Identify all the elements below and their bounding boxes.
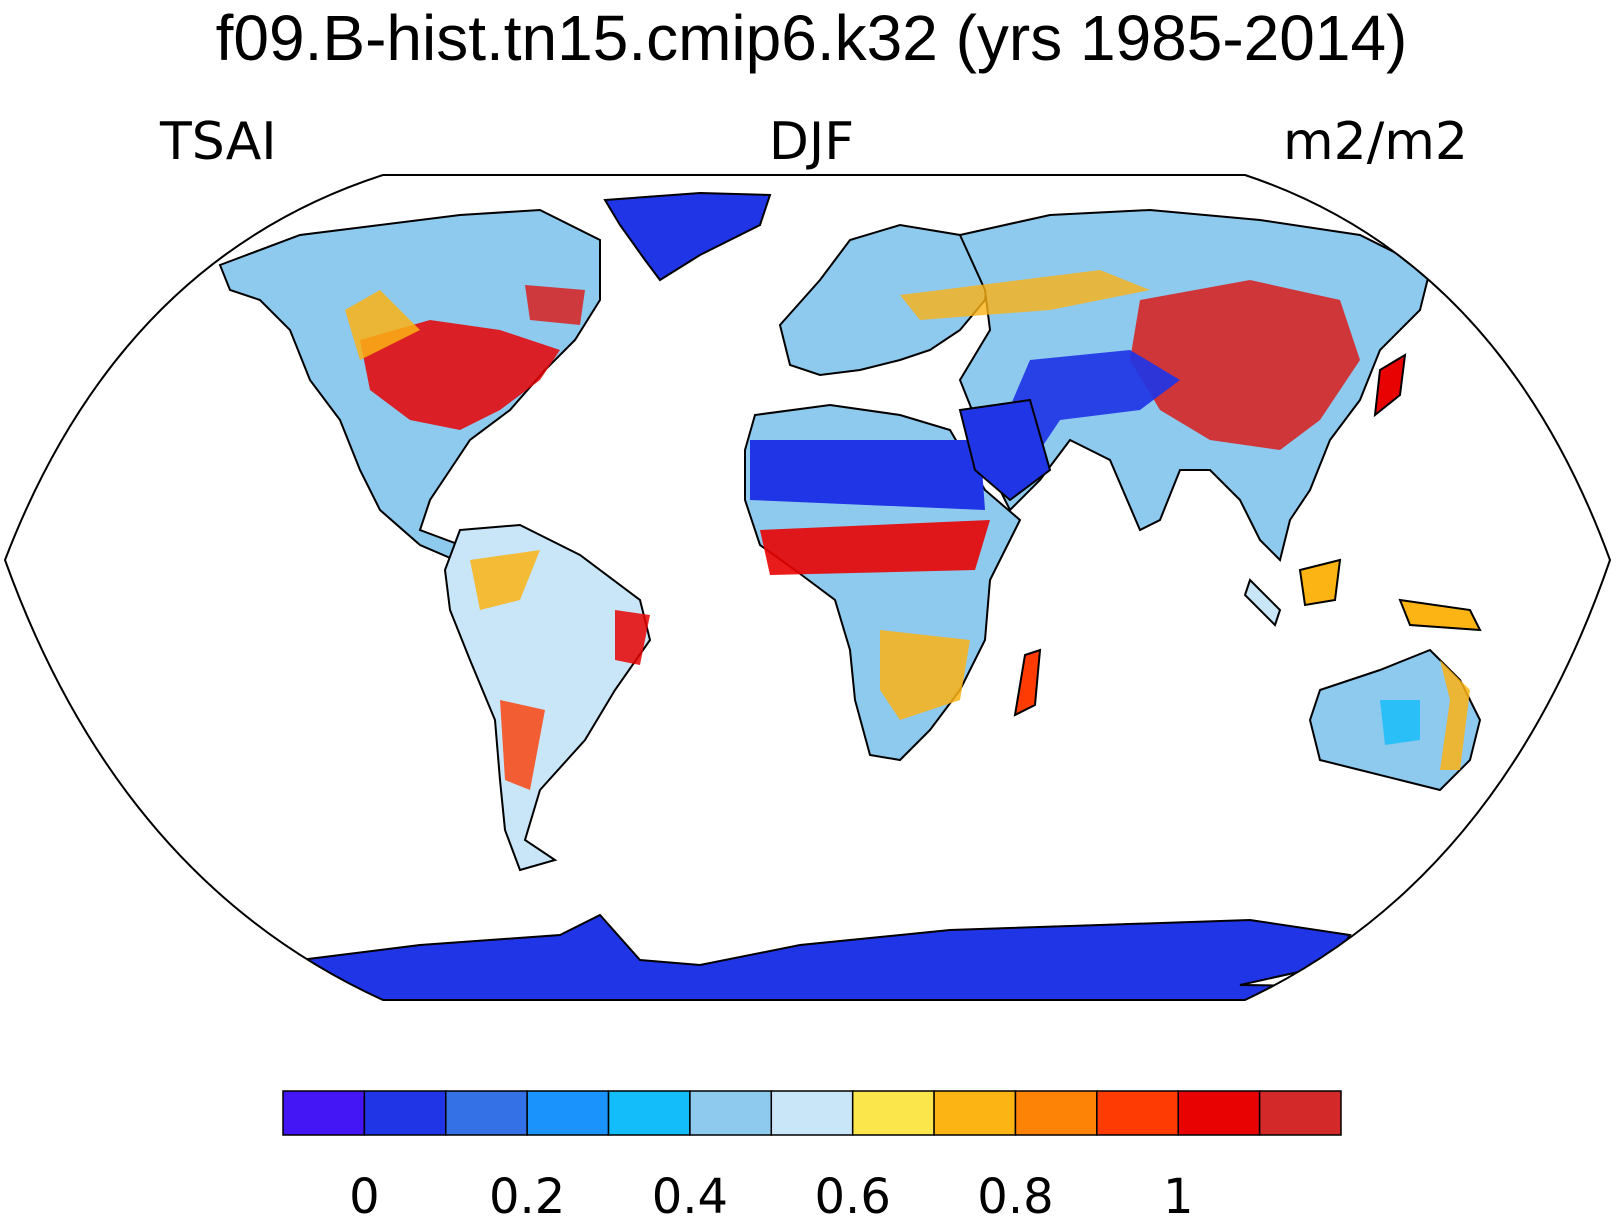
new-zealand (1488, 778, 1563, 827)
colorbar-box (1096, 1090, 1179, 1136)
south-america (443, 523, 652, 872)
antarctica (5, 913, 1610, 1000)
colorbar (282, 1090, 1342, 1136)
plot-title: f09.B-hist.tn15.cmip6.k32 (yrs 1985-2014… (215, 2, 1408, 74)
japan (1373, 353, 1407, 418)
colorbar-box (282, 1090, 366, 1136)
colorbar-box (689, 1090, 773, 1136)
colorbar-tick-label: 0.4 (651, 1169, 729, 1225)
greenland (603, 191, 772, 282)
colorbar-box (445, 1090, 528, 1136)
variable-label: TSAI (160, 112, 277, 172)
na-warm-zone (345, 290, 420, 360)
borneo (1298, 558, 1342, 607)
colorbar-box (1014, 1090, 1098, 1136)
colorbar-box (363, 1090, 447, 1136)
sahara-desert (750, 440, 985, 510)
madagascar (1013, 648, 1042, 717)
colorbar-box (770, 1090, 854, 1136)
colorbar-box (1177, 1090, 1261, 1136)
world-map (3, 174, 1612, 1001)
colorbar-tick-label: 0.2 (488, 1169, 566, 1225)
colorbar-box (526, 1090, 610, 1136)
sumatra (1243, 578, 1282, 627)
colorbar-box (933, 1090, 1017, 1136)
sa-south-hot (500, 700, 545, 790)
na-hot-zone (360, 320, 560, 430)
arabia-desert (958, 398, 1052, 502)
colorbar-box (1258, 1090, 1342, 1136)
southern-africa-warm (880, 630, 970, 720)
sa-east-hot (615, 610, 650, 665)
australia-center (1380, 700, 1420, 745)
map-frame (3, 174, 1612, 1001)
new-guinea (1398, 598, 1482, 632)
na-labrador-hot (525, 285, 585, 325)
colorbar-box (607, 1090, 691, 1136)
australia-east-warm (1440, 660, 1470, 770)
siberia-warm-band (900, 270, 1150, 320)
colorbar-tick-label: 0.8 (977, 1169, 1054, 1225)
sahel-band (760, 520, 990, 575)
central-asia-desert (1000, 350, 1180, 450)
colorbar-tick-label: 1 (1162, 1169, 1194, 1225)
colorbar-box (851, 1090, 935, 1136)
season-label: DJF (768, 112, 855, 172)
colorbar-tick-label: 0 (349, 1169, 380, 1225)
colorbar-tick-label: 0.6 (814, 1169, 891, 1225)
china-hot-zone (1130, 280, 1360, 450)
units-label: m2/m2 (1283, 112, 1468, 172)
sa-warm-zone (470, 550, 540, 610)
